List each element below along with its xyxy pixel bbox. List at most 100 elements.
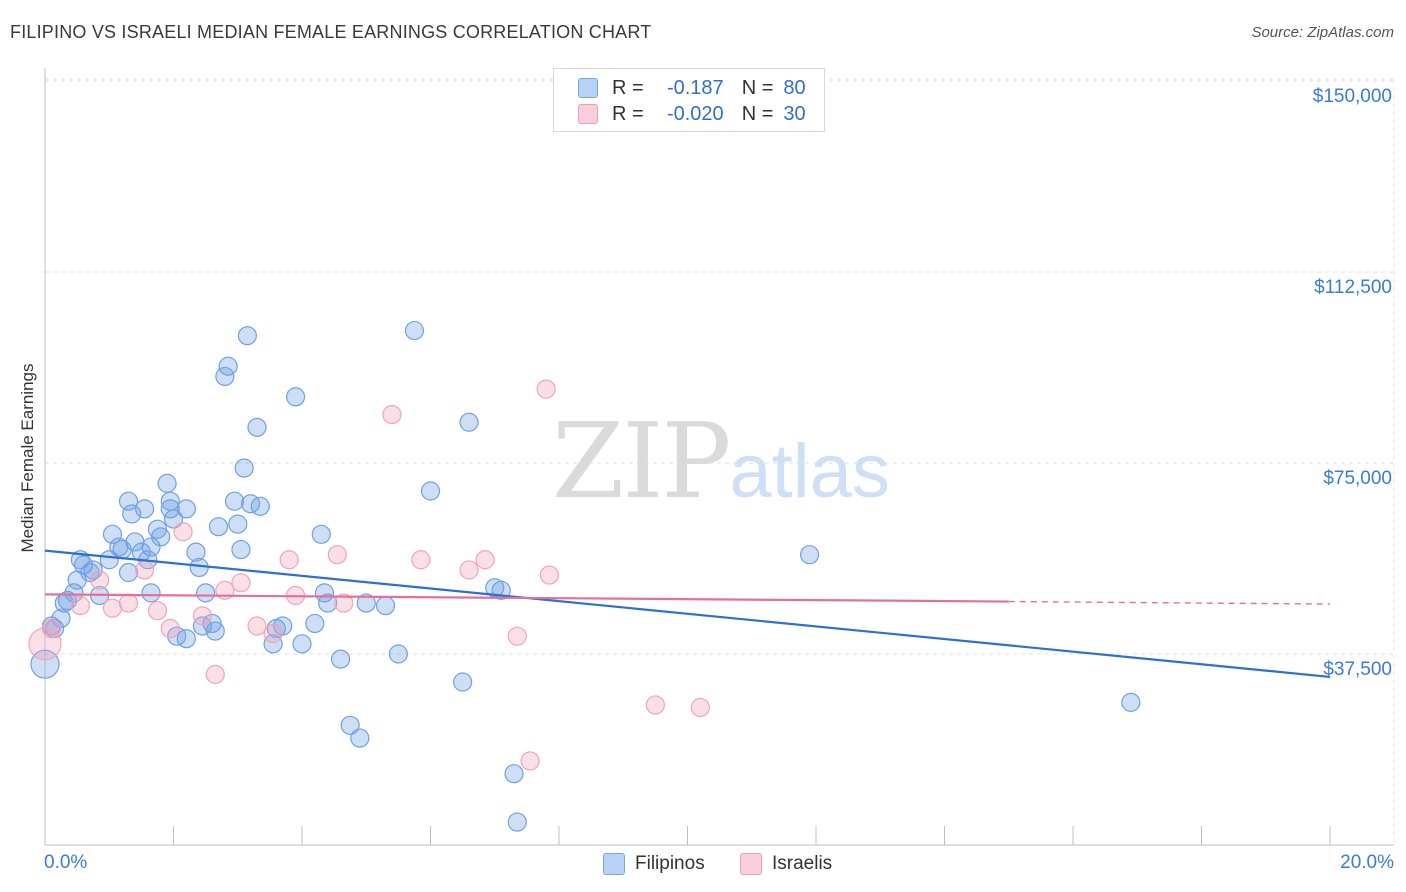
filipino-point xyxy=(318,593,338,613)
x-tick-0: 0.0% xyxy=(44,852,88,873)
israeli-point xyxy=(507,626,527,646)
legend-n-value: 80 xyxy=(783,76,806,99)
y-axis-label: Median Female Earnings xyxy=(18,363,37,553)
israeli-point xyxy=(28,627,62,661)
filipino-point xyxy=(163,509,184,529)
filipinos-swatch xyxy=(578,78,598,98)
filipino-point xyxy=(228,514,248,534)
israeli-point xyxy=(520,751,540,771)
filipino-point xyxy=(186,542,206,562)
israelis-trend-line xyxy=(44,593,1009,603)
filipino-point xyxy=(234,458,254,478)
y-tick-112500: $112,500 xyxy=(1314,277,1392,298)
filipino-point xyxy=(118,562,139,583)
legend-r-label: R = xyxy=(612,102,644,125)
filipino-point xyxy=(350,728,370,748)
israeli-point xyxy=(160,618,180,639)
israelis-points xyxy=(28,379,710,771)
israeli-point xyxy=(118,593,139,613)
israelis-legend-swatch xyxy=(740,853,762,875)
filipino-point xyxy=(459,412,479,432)
israeli-point xyxy=(147,601,168,621)
filipino-point xyxy=(311,524,331,544)
stats-legend: R = -0.187 N = 80 R = -0.020 N = 30 xyxy=(553,68,825,132)
filipino-point xyxy=(375,596,396,616)
legend-n-label: N = xyxy=(741,76,774,99)
filipino-point xyxy=(356,593,376,613)
filipino-point xyxy=(1121,692,1141,712)
filipino-point xyxy=(196,583,216,603)
filipino-point xyxy=(122,504,142,524)
filipino-point xyxy=(273,616,293,636)
filipino-point xyxy=(340,715,360,735)
filipino-point xyxy=(504,764,524,784)
israeli-point xyxy=(231,573,251,593)
filipino-point xyxy=(141,537,161,557)
trend-lines xyxy=(44,549,1331,679)
filipino-point xyxy=(420,481,441,501)
filipino-point xyxy=(247,417,267,437)
filipinos-legend-label: Filipinos xyxy=(635,853,705,874)
israeli-point xyxy=(459,560,479,580)
israeli-point xyxy=(263,624,283,644)
israeli-point xyxy=(645,695,665,715)
filipino-point xyxy=(176,499,196,519)
filipino-point xyxy=(799,545,820,565)
legend-r-value: -0.020 xyxy=(666,102,724,125)
legend-n-label: N = xyxy=(741,102,774,125)
filipino-point xyxy=(237,326,257,346)
israeli-point xyxy=(41,618,62,639)
filipinos-legend-swatch xyxy=(603,853,625,875)
israeli-point xyxy=(90,570,110,590)
filipino-point xyxy=(224,491,245,511)
israeli-point xyxy=(102,598,123,618)
legend-row-israelis: R = -0.020 N = 30 xyxy=(578,103,806,125)
israelis-legend-label: Israelis xyxy=(772,853,833,874)
filipino-point xyxy=(51,608,71,628)
filipino-point xyxy=(285,387,306,407)
israeli-point xyxy=(327,545,347,565)
filipino-point xyxy=(141,583,161,603)
filipino-point xyxy=(151,527,171,547)
israeli-point xyxy=(134,560,155,580)
filipino-point xyxy=(160,491,180,511)
filipino-point xyxy=(57,590,78,611)
filipino-point xyxy=(176,629,196,649)
israeli-point xyxy=(279,550,299,570)
legend-r-value: -0.187 xyxy=(666,76,724,99)
israelis-swatch xyxy=(578,104,598,124)
filipino-point xyxy=(73,555,94,575)
israeli-point xyxy=(70,596,90,616)
filipino-point xyxy=(80,562,100,583)
israeli-point xyxy=(192,606,213,626)
filipino-point xyxy=(250,496,270,516)
israeli-point xyxy=(382,405,402,425)
filipino-point xyxy=(208,517,229,537)
filipino-point xyxy=(388,644,408,664)
filipinos-points xyxy=(30,320,1141,832)
filipino-point xyxy=(83,560,103,580)
filipino-point xyxy=(507,812,527,832)
bottom-legend-filipinos: Filipinos xyxy=(603,851,705,877)
filipinos-trend-line xyxy=(44,549,1331,679)
source-label: Source: ZipAtlas.com xyxy=(1251,24,1394,41)
filipino-point xyxy=(30,649,60,679)
filipino-point xyxy=(404,320,425,341)
filipino-point xyxy=(263,634,283,654)
legend-n-value: 30 xyxy=(783,102,806,125)
filipino-point xyxy=(134,499,155,519)
legend-row-filipinos: R = -0.187 N = 80 xyxy=(578,77,806,99)
y-tick-150000: $150,000 xyxy=(1312,86,1392,107)
filipino-point xyxy=(305,613,325,634)
israeli-point xyxy=(173,522,193,542)
filipino-point xyxy=(231,539,251,560)
filipino-point xyxy=(99,550,119,570)
filipino-point xyxy=(218,356,238,376)
israeli-point xyxy=(334,593,354,613)
filipino-point xyxy=(157,473,177,493)
filipino-point xyxy=(205,621,225,641)
bottom-legend-israelis: Israelis xyxy=(740,851,832,877)
x-tick-20: 20.0% xyxy=(1340,852,1394,873)
israelis-trend-extension xyxy=(1008,600,1331,605)
